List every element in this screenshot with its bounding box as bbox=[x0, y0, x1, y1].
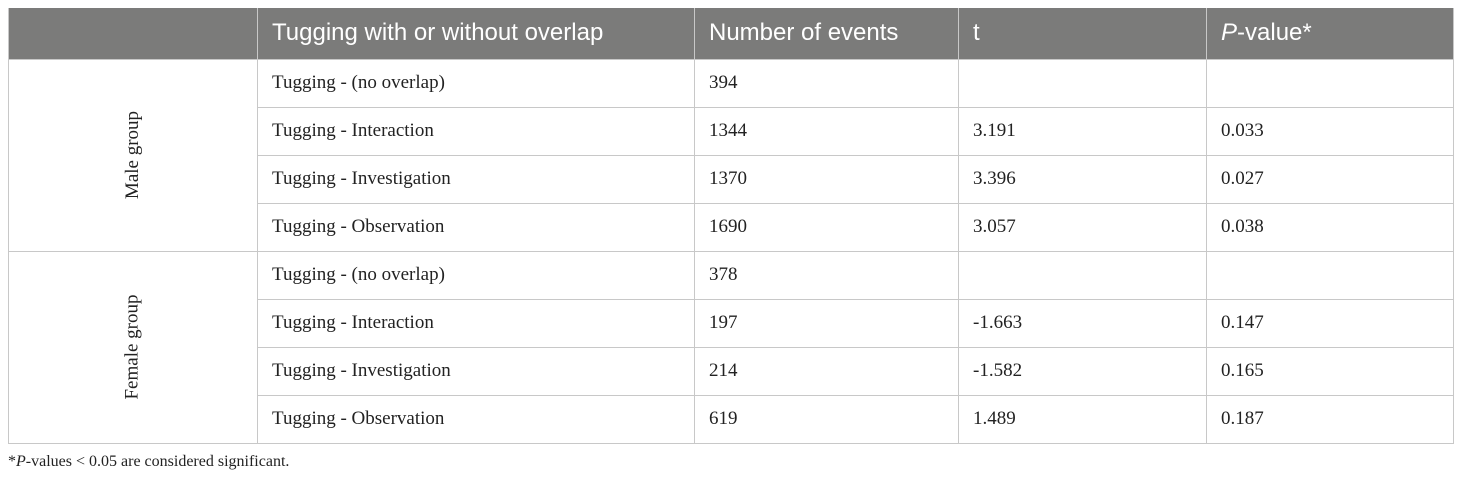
header-number-of-events: Number of events bbox=[694, 8, 959, 60]
cell-t: 3.057 bbox=[958, 202, 1207, 252]
table-row: Tugging - Interaction 1344 3.191 0.033 bbox=[9, 106, 1454, 156]
cell-events: 1370 bbox=[694, 154, 959, 204]
cell-t: -1.582 bbox=[958, 346, 1207, 396]
group-label-female: Female group bbox=[121, 294, 143, 400]
cell-p: 0.038 bbox=[1206, 202, 1454, 252]
cell-p bbox=[1206, 250, 1454, 300]
cell-t: 3.191 bbox=[958, 106, 1207, 156]
cell-p: 0.147 bbox=[1206, 298, 1454, 348]
cell-tugging: Tugging - Investigation bbox=[257, 346, 695, 396]
cell-tugging: Tugging - Observation bbox=[257, 202, 695, 252]
table-row: Tugging - Investigation 214 -1.582 0.165 bbox=[9, 346, 1454, 396]
header-group bbox=[8, 8, 258, 60]
cell-p bbox=[1206, 58, 1454, 108]
cell-tugging: Tugging - (no overlap) bbox=[257, 58, 695, 108]
header-p-value: P-value* bbox=[1206, 8, 1454, 60]
cell-tugging: Tugging - Observation bbox=[257, 394, 695, 444]
header-t: t bbox=[958, 8, 1207, 60]
cell-t: -1.663 bbox=[958, 298, 1207, 348]
header-row: Tugging with or without overlap Number o… bbox=[8, 8, 1454, 60]
cell-tugging: Tugging - Interaction bbox=[257, 298, 695, 348]
cell-tugging: Tugging - (no overlap) bbox=[257, 250, 695, 300]
cell-tugging: Tugging - Investigation bbox=[257, 154, 695, 204]
cell-events: 619 bbox=[694, 394, 959, 444]
group-label-cell: Male group bbox=[8, 58, 258, 252]
cell-events: 394 bbox=[694, 58, 959, 108]
table-row: Tugging - Interaction 197 -1.663 0.147 bbox=[9, 298, 1454, 348]
cell-t: 3.396 bbox=[958, 154, 1207, 204]
cell-events: 197 bbox=[694, 298, 959, 348]
table-row: Tugging - Observation 619 1.489 0.187 bbox=[9, 394, 1454, 444]
cell-p: 0.027 bbox=[1206, 154, 1454, 204]
footnote-p-italic: P bbox=[16, 453, 26, 470]
cell-events: 214 bbox=[694, 346, 959, 396]
footnote-mark: * bbox=[8, 453, 16, 470]
cell-p: 0.033 bbox=[1206, 106, 1454, 156]
cell-tugging: Tugging - Interaction bbox=[257, 106, 695, 156]
header-p-rest: -value* bbox=[1237, 19, 1312, 47]
group-label-cell: Female group bbox=[8, 250, 258, 444]
cell-t bbox=[958, 250, 1207, 300]
table-row: Tugging - Investigation 1370 3.396 0.027 bbox=[9, 154, 1454, 204]
table-footnote: *P-values < 0.05 are considered signific… bbox=[8, 453, 289, 471]
cell-p: 0.187 bbox=[1206, 394, 1454, 444]
table-row: Female group Tugging - (no overlap) 378 bbox=[8, 250, 1454, 444]
footnote-text: -values < 0.05 are considered significan… bbox=[25, 453, 290, 470]
cell-t: 1.489 bbox=[958, 394, 1207, 444]
group-label-male: Male group bbox=[122, 110, 143, 200]
header-p-italic: P bbox=[1221, 19, 1238, 47]
cell-events: 1690 bbox=[694, 202, 959, 252]
cell-events: 1344 bbox=[694, 106, 959, 156]
table-row: Male group Tugging - (no overlap) 394 bbox=[8, 58, 1454, 252]
header-tugging: Tugging with or without overlap bbox=[257, 8, 695, 60]
results-table: Tugging with or without overlap Number o… bbox=[8, 8, 1454, 444]
cell-events: 378 bbox=[694, 250, 959, 300]
cell-p: 0.165 bbox=[1206, 346, 1454, 396]
cell-t bbox=[958, 58, 1207, 108]
table-row: Tugging - Observation 1690 3.057 0.038 bbox=[9, 202, 1454, 252]
